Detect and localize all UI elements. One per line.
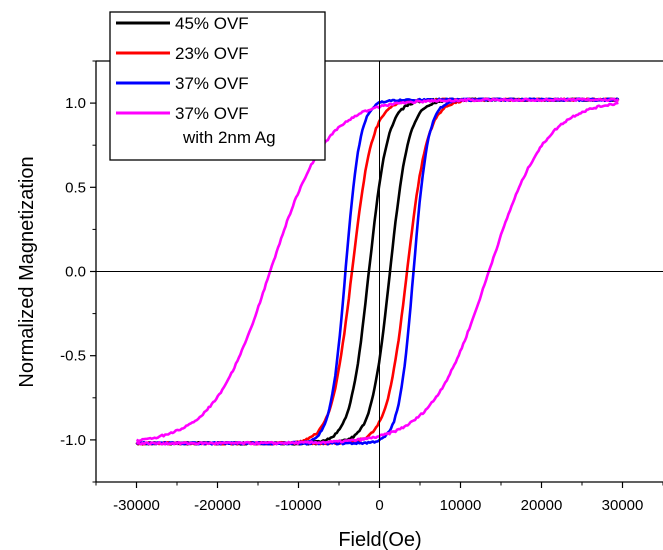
- x-tick-label: -10000: [275, 497, 322, 514]
- legend-label-line2: with 2nm Ag: [182, 128, 276, 147]
- x-tick-label: 0: [375, 497, 383, 514]
- legend-label: 37% OVF: [175, 74, 249, 93]
- y-tick-label: 1.0: [65, 95, 86, 112]
- legend-label: 45% OVF: [175, 14, 249, 33]
- legend: 45% OVF 23% OVF 37% OVF 37% OVF with 2nm Ag: [109, 11, 326, 161]
- y-tick-label: 0.0: [65, 264, 86, 281]
- x-tick-label: 10000: [440, 497, 482, 514]
- legend-label: 37% OVF: [175, 104, 249, 123]
- x-tick-label: 30000: [602, 497, 644, 514]
- series-line-desc-3: [135, 97, 620, 443]
- series-line-asc-3: [135, 101, 619, 446]
- y-axis-title: Normalized Magnetization: [16, 156, 38, 387]
- x-tick-label: 20000: [521, 497, 563, 514]
- y-tick-label: -1.0: [60, 432, 86, 449]
- y-tick-label: -0.5: [60, 348, 86, 365]
- legend-box: [109, 11, 326, 161]
- axis-ticks: -30000 -20000 -10000 0 10000 20000 30000 -1.0 -0…: [60, 60, 663, 514]
- x-axis-title: Field(Oe): [338, 529, 421, 550]
- plot-curves: [135, 97, 620, 446]
- y-tick-label: 0.5: [65, 179, 86, 196]
- x-tick-label: -20000: [194, 497, 241, 514]
- x-tick-label: -30000: [113, 497, 160, 514]
- legend-label: 23% OVF: [175, 44, 249, 63]
